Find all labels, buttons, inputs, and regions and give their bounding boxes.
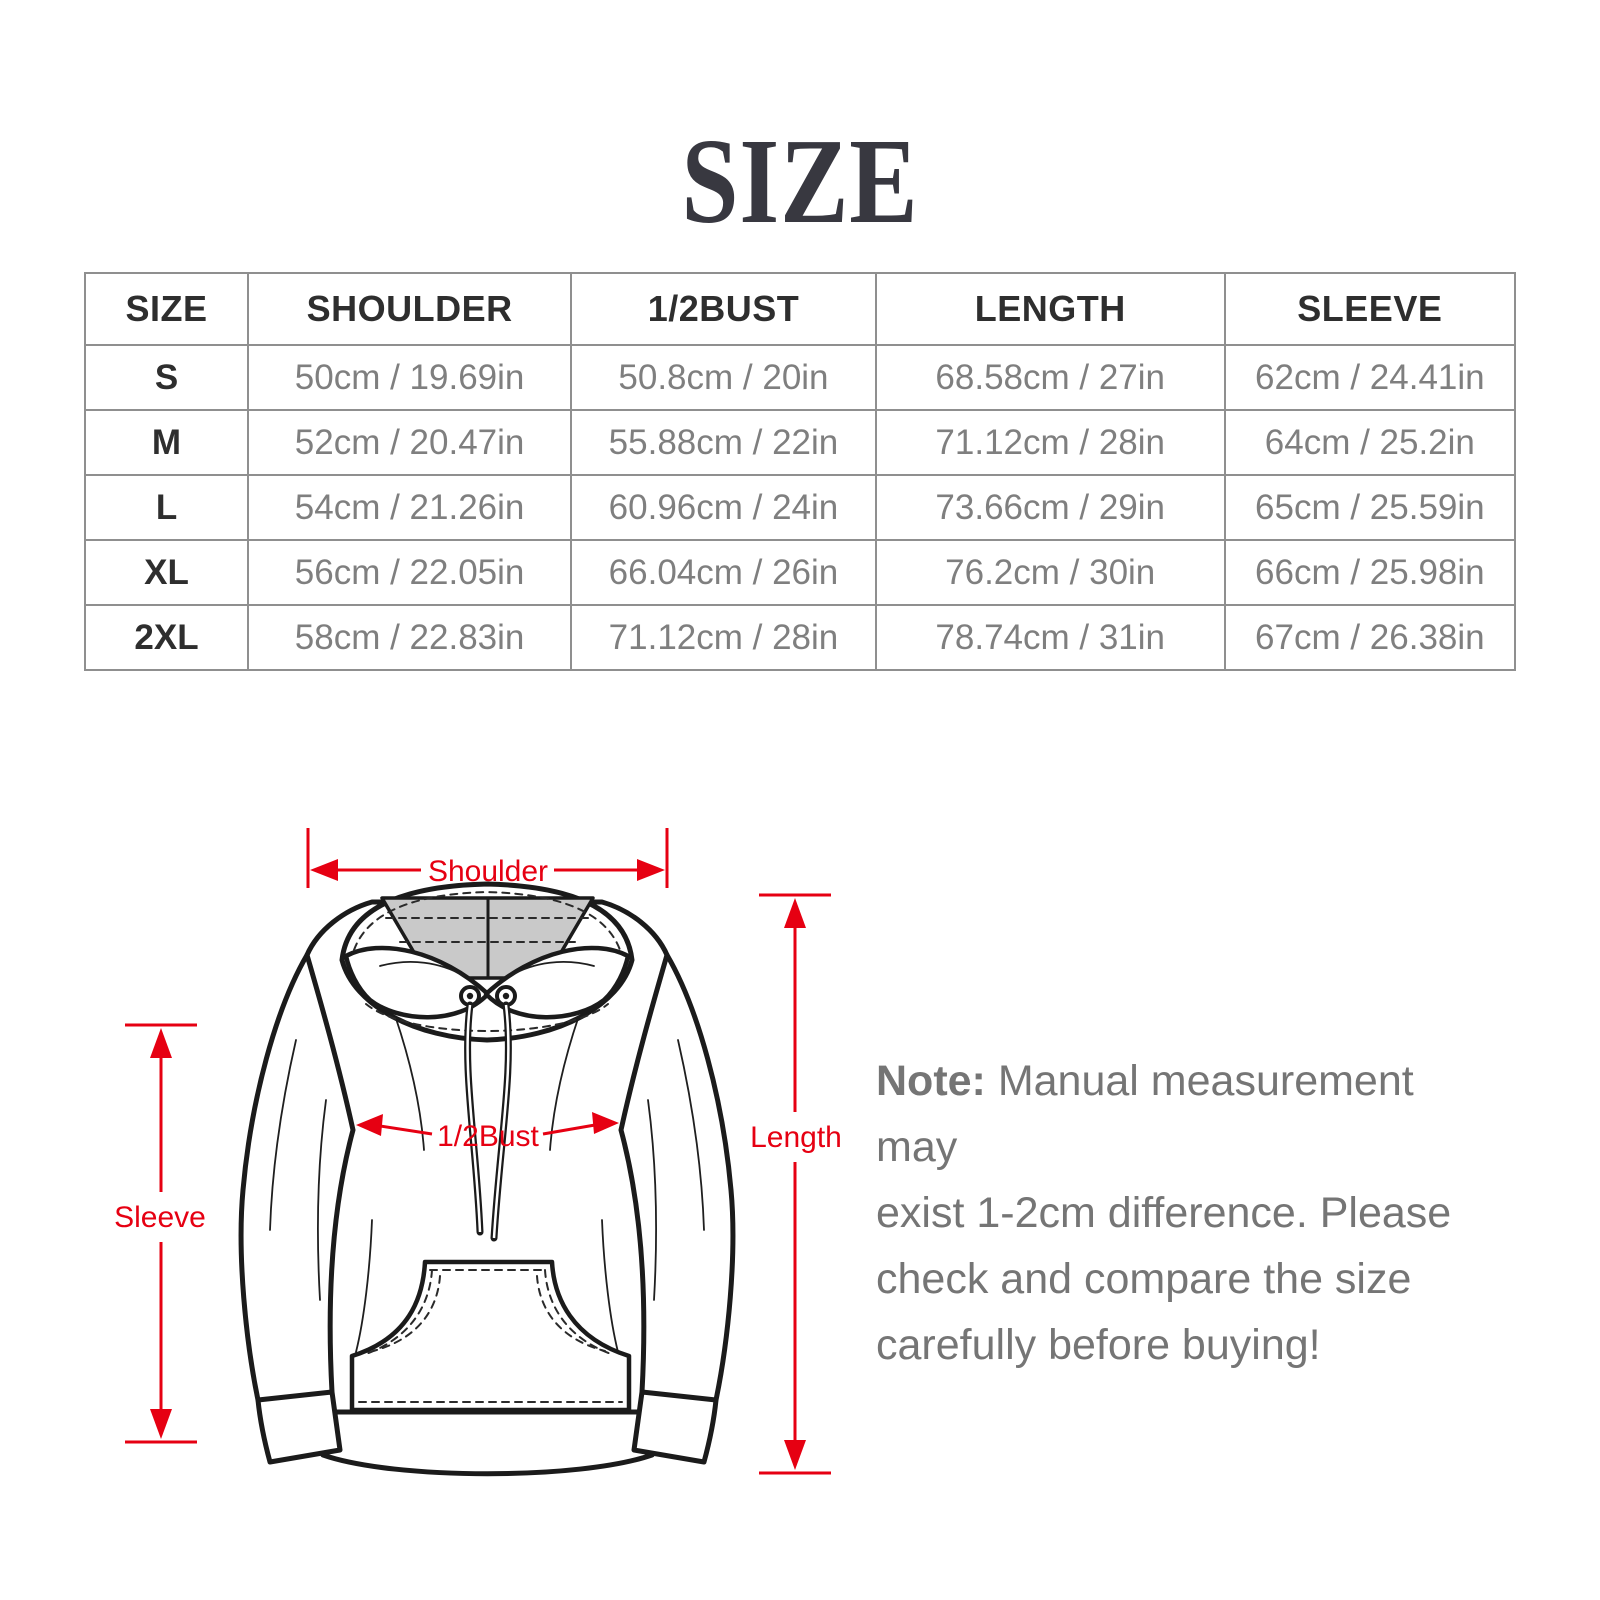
col-header-length: LENGTH (874, 272, 1226, 346)
cell-shoulder: 56cm / 22.05in (247, 539, 573, 606)
cell-sleeve: 67cm / 26.38in (1223, 604, 1517, 671)
length-dimension-arrow: Length (750, 893, 842, 1475)
cell-size: 2XL (83, 604, 250, 671)
measurement-note: Note: Manual measurement may exist 1-2cm… (876, 1048, 1496, 1378)
cell-length: 71.12cm / 28in (874, 409, 1226, 476)
note-line-4: carefully before buying! (876, 1321, 1321, 1369)
sleeve-arrow-label: Sleeve (114, 1201, 206, 1234)
cell-bust: 71.12cm / 28in (570, 604, 877, 671)
col-header-sleeve: SLEEVE (1223, 272, 1517, 346)
cell-bust: 50.8cm / 20in (570, 344, 877, 411)
note-line-3: check and compare the size (876, 1255, 1412, 1303)
cell-bust: 55.88cm / 22in (570, 409, 877, 476)
table-row: M 52cm / 20.47in 55.88cm / 22in 71.12cm … (83, 409, 1517, 476)
cell-length: 78.74cm / 31in (874, 604, 1226, 671)
size-table: SIZE SHOULDER 1/2BUST LENGTH SLEEVE S 50… (83, 272, 1517, 671)
col-header-size: SIZE (83, 272, 250, 346)
length-arrow-label: Length (750, 1121, 842, 1154)
cell-shoulder: 58cm / 22.83in (247, 604, 573, 671)
cell-length: 76.2cm / 30in (874, 539, 1226, 606)
cell-sleeve: 66cm / 25.98in (1223, 539, 1517, 606)
bust-arrow-label: 1/2Bust (437, 1120, 539, 1153)
table-row: S 50cm / 19.69in 50.8cm / 20in 68.58cm /… (83, 344, 1517, 411)
cell-shoulder: 54cm / 21.26in (247, 474, 573, 541)
shoulder-arrow-label: Shoulder (428, 855, 548, 888)
table-header-row: SIZE SHOULDER 1/2BUST LENGTH SLEEVE (83, 272, 1517, 346)
note-line-2: exist 1-2cm difference. Please (876, 1189, 1452, 1237)
table-row: XL 56cm / 22.05in 66.04cm / 26in 76.2cm … (83, 539, 1517, 606)
cell-shoulder: 52cm / 20.47in (247, 409, 573, 476)
hoodie-measurement-diagram: Shoulder Sleeve 1/2Bust (114, 828, 842, 1477)
cell-sleeve: 62cm / 24.41in (1223, 344, 1517, 411)
cell-shoulder: 50cm / 19.69in (247, 344, 573, 411)
shoulder-dimension-arrow: Shoulder (306, 828, 669, 888)
col-header-shoulder: SHOULDER (247, 272, 573, 346)
page-title: SIZE (681, 114, 919, 249)
cell-size: XL (83, 539, 250, 606)
table-row: 2XL 58cm / 22.83in 71.12cm / 28in 78.74c… (83, 604, 1517, 671)
cell-bust: 66.04cm / 26in (570, 539, 877, 606)
note-line-1: Manual measurement may (876, 1057, 1414, 1171)
cell-sleeve: 64cm / 25.2in (1223, 409, 1517, 476)
sleeve-dimension-arrow: Sleeve (114, 1023, 206, 1444)
cell-bust: 60.96cm / 24in (570, 474, 877, 541)
cell-size: S (83, 344, 250, 411)
note-prefix: Note: (876, 1057, 986, 1105)
bust-dimension-arrow: 1/2Bust (356, 1112, 619, 1153)
hoodie-drawing (238, 881, 736, 1477)
cell-length: 73.66cm / 29in (874, 474, 1226, 541)
cell-sleeve: 65cm / 25.59in (1223, 474, 1517, 541)
cell-size: M (83, 409, 250, 476)
note-line: Note: Manual measurement may (876, 1048, 1496, 1180)
cell-length: 68.58cm / 27in (874, 344, 1226, 411)
col-header-bust: 1/2BUST (570, 272, 877, 346)
table-row: L 54cm / 21.26in 60.96cm / 24in 73.66cm … (83, 474, 1517, 541)
cell-size: L (83, 474, 250, 541)
